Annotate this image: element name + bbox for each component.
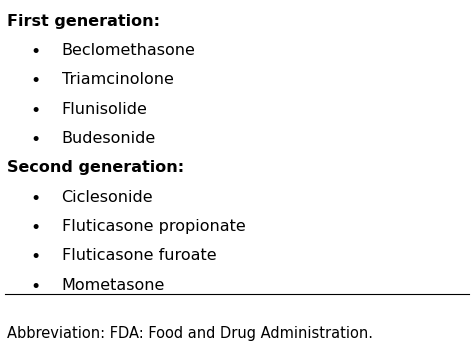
- Text: •: •: [30, 72, 41, 90]
- Text: •: •: [30, 219, 41, 237]
- Text: Fluticasone propionate: Fluticasone propionate: [62, 219, 246, 234]
- Text: Second generation:: Second generation:: [7, 160, 184, 175]
- Text: Fluticasone furoate: Fluticasone furoate: [62, 248, 216, 263]
- Text: •: •: [30, 131, 41, 149]
- Text: •: •: [30, 190, 41, 208]
- Text: •: •: [30, 278, 41, 296]
- Text: Beclomethasone: Beclomethasone: [62, 43, 195, 58]
- Text: •: •: [30, 248, 41, 266]
- Text: Abbreviation: FDA: Food and Drug Administration.: Abbreviation: FDA: Food and Drug Adminis…: [7, 326, 373, 341]
- Text: •: •: [30, 102, 41, 120]
- Text: Flunisolide: Flunisolide: [62, 102, 147, 117]
- Text: Mometasone: Mometasone: [62, 278, 165, 293]
- Text: Budesonide: Budesonide: [62, 131, 156, 146]
- Text: First generation:: First generation:: [7, 14, 160, 29]
- Text: Triamcinolone: Triamcinolone: [62, 72, 173, 87]
- Text: Ciclesonide: Ciclesonide: [62, 190, 153, 205]
- Text: •: •: [30, 43, 41, 61]
